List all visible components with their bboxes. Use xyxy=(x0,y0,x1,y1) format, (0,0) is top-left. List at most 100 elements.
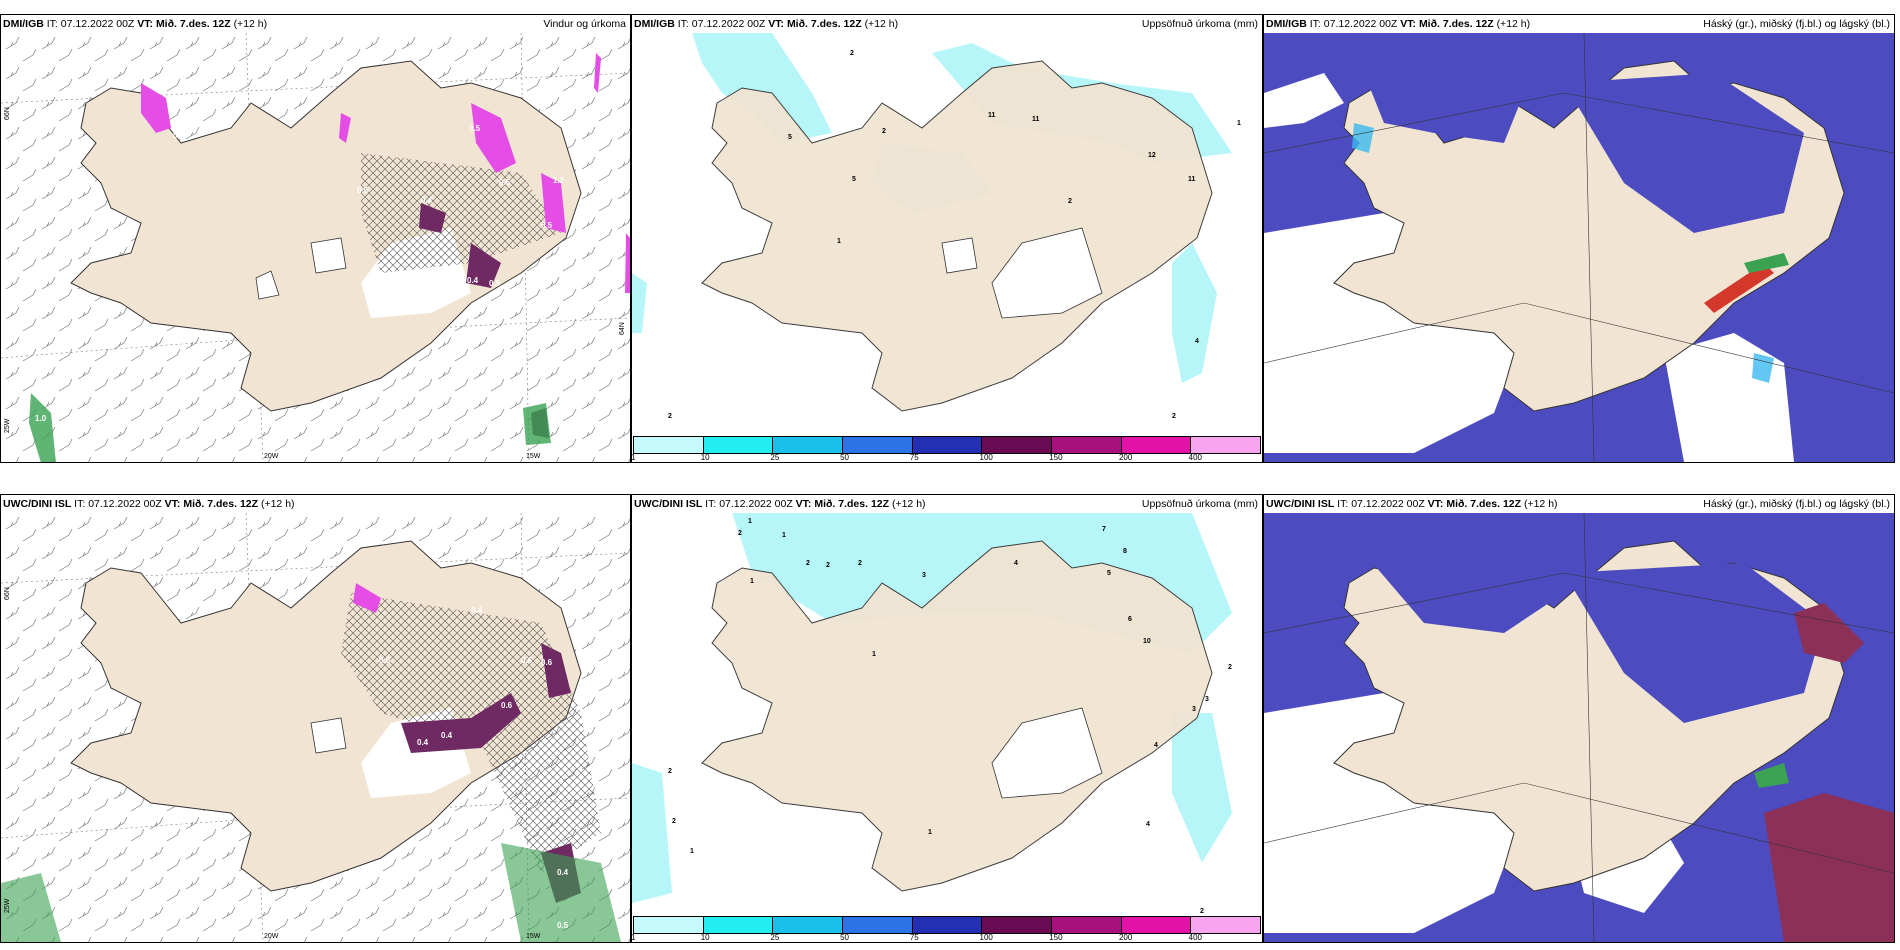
svg-text:3: 3 xyxy=(922,572,926,579)
panel-uwc-precip: UWC/DINI ISL IT: 07.12.2022 00Z VT: Mið.… xyxy=(631,494,1263,943)
svg-text:4: 4 xyxy=(1195,338,1199,345)
svg-text:20W: 20W xyxy=(264,933,279,940)
svg-text:0.4: 0.4 xyxy=(557,868,569,877)
colorbar-swatch xyxy=(634,437,704,453)
svg-text:4: 4 xyxy=(1146,821,1150,828)
svg-text:2: 2 xyxy=(850,50,854,57)
svg-text:1: 1 xyxy=(690,848,694,855)
svg-text:1.2: 1.2 xyxy=(553,176,565,185)
svg-text:25W: 25W xyxy=(4,898,11,913)
panel-title: Vindur og úrkoma xyxy=(543,18,626,30)
panel-dmi-cloud: DMI/IGB IT: 07.12.2022 00Z VT: Mið. 7.de… xyxy=(1263,14,1895,463)
cloud-map xyxy=(1264,513,1894,942)
svg-text:1: 1 xyxy=(750,578,754,585)
svg-text:12: 12 xyxy=(1148,152,1156,159)
svg-text:0.4: 0.4 xyxy=(421,196,433,205)
svg-text:1: 1 xyxy=(748,518,752,525)
iceland-land xyxy=(70,60,582,412)
panel-dmi-wind: DMI/IGB IT: 07.12.2022 00Z VT: Mið. 7.de… xyxy=(0,14,631,463)
panel-header: UWC/DINI ISL IT: 07.12.2022 00Z VT: Mið.… xyxy=(1266,498,1890,510)
svg-text:1: 1 xyxy=(837,238,841,245)
svg-text:1: 1 xyxy=(782,532,786,539)
svg-text:1: 1 xyxy=(1237,120,1241,127)
svg-text:20W: 20W xyxy=(264,453,279,460)
svg-text:0.4: 0.4 xyxy=(417,738,429,747)
svg-text:4: 4 xyxy=(1014,560,1018,567)
precip-map: 1 2 1 1 2 2 2 3 4 7 8 6 10 3 2 5 4 3 1 2 xyxy=(632,513,1262,918)
svg-text:1: 1 xyxy=(872,651,876,658)
svg-text:66N: 66N xyxy=(4,107,11,120)
svg-text:0.4: 0.4 xyxy=(441,731,453,740)
svg-text:2: 2 xyxy=(858,560,862,567)
init-time: 07.12.2022 00Z xyxy=(60,18,135,30)
cloud-over-land xyxy=(1364,63,1804,233)
svg-text:1.0: 1.0 xyxy=(35,414,47,423)
svg-text:5: 5 xyxy=(852,176,856,183)
colorbar-swatch xyxy=(773,437,844,453)
panel-header: UWC/DINI ISL IT: 07.12.2022 00Z VT: Mið.… xyxy=(3,498,295,510)
svg-text:2: 2 xyxy=(882,128,886,135)
colorbar-swatch xyxy=(1121,437,1192,453)
svg-text:2: 2 xyxy=(738,530,742,537)
valid-time: Mið. 7.des. 12Z xyxy=(155,18,231,30)
svg-text:2: 2 xyxy=(672,818,676,825)
svg-text:8: 8 xyxy=(1123,548,1127,555)
colorbar-swatch xyxy=(1052,437,1122,453)
svg-text:0.4: 0.4 xyxy=(467,276,479,285)
svg-text:1: 1 xyxy=(928,829,932,836)
svg-text:2: 2 xyxy=(1172,413,1176,420)
panel-header: DMI/IGB IT: 07.12.2022 00Z VT: Mið. 7.de… xyxy=(1266,18,1890,30)
precip-map: 2 5 2 11 11 12 11 2 5 1 4 2 1 2 xyxy=(632,33,1262,438)
svg-text:5: 5 xyxy=(1107,570,1111,577)
cloud-map xyxy=(1264,33,1894,462)
precip-pink-cells xyxy=(141,53,630,293)
svg-text:0.5: 0.5 xyxy=(469,124,481,133)
svg-text:15W: 15W xyxy=(526,453,541,460)
wind-map: 0.4 0.6 0.6 0.4 0.5 0.6 0.4 0.5 0.4 0.5 … xyxy=(1,513,630,942)
svg-text:66N: 66N xyxy=(4,587,11,600)
svg-text:0.5: 0.5 xyxy=(557,921,569,930)
svg-text:2: 2 xyxy=(1228,664,1232,671)
svg-text:2: 2 xyxy=(826,562,830,569)
svg-text:15W: 15W xyxy=(526,933,541,940)
colorbar-swatch xyxy=(1191,437,1261,453)
colorbar: 1 10 25 50 75 100 150 200 400 xyxy=(632,436,1262,462)
colorbar-swatch xyxy=(703,437,774,453)
wind-map: 1.0 0.5 0.5 0.6 0.4 0.5 1.2 0.5 0.4 0.5 … xyxy=(1,33,630,462)
svg-text:0.6: 0.6 xyxy=(521,656,533,665)
panel-uwc-wind: UWC/DINI ISL IT: 07.12.2022 00Z VT: Mið.… xyxy=(0,494,631,943)
svg-text:6: 6 xyxy=(1128,616,1132,623)
precip-green-cells xyxy=(29,393,551,462)
svg-text:5: 5 xyxy=(788,134,792,141)
lead-time: (+12 h) xyxy=(233,18,268,30)
svg-text:0.5: 0.5 xyxy=(541,221,553,230)
colorbar-swatch xyxy=(912,437,983,453)
svg-text:25W: 25W xyxy=(4,418,11,433)
svg-text:0.6: 0.6 xyxy=(499,178,511,187)
svg-text:4: 4 xyxy=(1154,742,1158,749)
colorbar-swatch xyxy=(982,437,1053,453)
panel-header: DMI/IGB IT: 07.12.2022 00Z VT: Mið. 7.de… xyxy=(634,18,1258,30)
svg-text:0.5: 0.5 xyxy=(489,279,501,288)
svg-text:0.5: 0.5 xyxy=(357,186,369,195)
svg-text:11: 11 xyxy=(1032,116,1040,123)
svg-text:0.5: 0.5 xyxy=(173,131,185,140)
svg-text:2: 2 xyxy=(1068,198,1072,205)
svg-text:7: 7 xyxy=(1102,526,1106,533)
svg-text:2: 2 xyxy=(668,768,672,775)
svg-text:64N: 64N xyxy=(619,322,626,335)
panel-header: UWC/DINI ISL IT: 07.12.2022 00Z VT: Mið.… xyxy=(634,498,1258,510)
svg-text:10: 10 xyxy=(1143,638,1151,645)
svg-text:2: 2 xyxy=(1200,908,1204,915)
svg-text:0.6: 0.6 xyxy=(501,701,513,710)
svg-text:11: 11 xyxy=(1188,176,1196,183)
svg-text:0.6: 0.6 xyxy=(541,658,553,667)
svg-text:11: 11 xyxy=(988,112,996,119)
mid-cloud xyxy=(1352,123,1774,383)
svg-text:0.5: 0.5 xyxy=(379,656,391,665)
svg-text:0.4: 0.4 xyxy=(471,606,483,615)
svg-text:3: 3 xyxy=(1205,696,1209,703)
panel-uwc-cloud: UWC/DINI ISL IT: 07.12.2022 00Z VT: Mið.… xyxy=(1263,494,1895,943)
panel-dmi-precip: DMI/IGB IT: 07.12.2022 00Z VT: Mið. 7.de… xyxy=(631,14,1263,463)
model-name: DMI/IGB xyxy=(3,18,44,30)
